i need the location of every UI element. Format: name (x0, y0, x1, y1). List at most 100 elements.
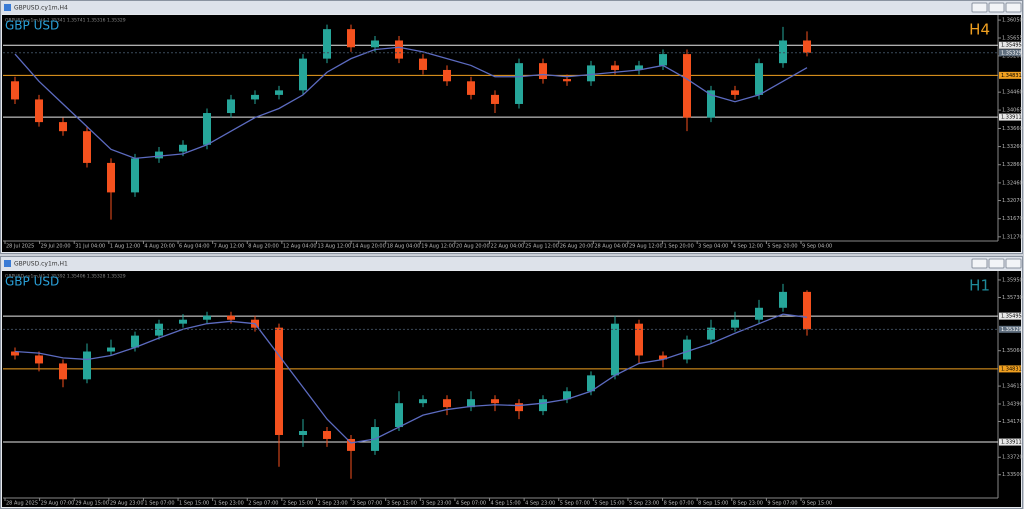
level-label-box (999, 71, 1021, 79)
candle-body (731, 319, 739, 328)
x-tick-label: 4 Sep 07:00 (456, 501, 486, 507)
y-tick-label: 1.31670 (1002, 216, 1023, 222)
level-label-box (999, 365, 1021, 373)
x-tick-label: 1 Sep 07:00 (144, 501, 174, 507)
level-label: 1.35495 (1001, 43, 1022, 49)
window-button[interactable] (988, 258, 1005, 269)
x-tick-label: 28 Jul 2025 (6, 244, 34, 250)
x-tick-label: 29 Aug 07:00 (41, 501, 75, 507)
candle-body (155, 151, 163, 159)
x-tick-label: 25 Aug 12:00 (525, 244, 559, 250)
current-price-box (999, 325, 1021, 333)
symbol-label: GBP USD (5, 19, 59, 33)
y-tick-label: 1.35060 (1002, 348, 1023, 354)
candle-body (779, 291, 787, 308)
y-tick-label: 1.33500 (1002, 472, 1023, 478)
candle-body (683, 339, 691, 360)
candle-body (275, 90, 283, 95)
candle-body (755, 63, 763, 95)
x-tick-label: 5 Sep 20:00 (767, 244, 797, 250)
candle-body (683, 54, 691, 118)
candle-body (467, 81, 475, 95)
y-tick-label: 1.33720 (1002, 455, 1023, 461)
x-tick-label: 1 Sep 23:00 (214, 501, 244, 507)
level-label: 1.34831 (1001, 73, 1022, 79)
candle-body (251, 94, 259, 100)
candle-body (587, 65, 595, 82)
window-button[interactable] (971, 258, 988, 269)
timeframe-label: H1 (969, 277, 990, 295)
candle-body (707, 90, 715, 118)
candle-body (371, 40, 379, 48)
y-tick-label: 1.34390 (1002, 401, 1023, 407)
candle-body (635, 323, 643, 356)
x-tick-label: 9 Sep 04:00 (802, 244, 832, 250)
x-tick-label: 29 Aug 12:00 (629, 244, 663, 250)
x-tick-label: 6 Aug 04:00 (179, 244, 210, 250)
x-tick-label: 5 Sep 23:00 (629, 501, 659, 507)
x-tick-label: 3 Sep 23:00 (421, 501, 451, 507)
chart-info: GBPUSD.cy1m,H4 1.35341 1.35741 1.35316 1… (5, 18, 126, 24)
candle-body (443, 69, 451, 82)
x-tick-label: 29 Aug 23:00 (110, 501, 144, 507)
x-tick-label: 20 Aug 20:00 (456, 244, 490, 250)
title-bar (1, 257, 1022, 270)
candle-body (803, 291, 811, 330)
y-tick-label: 1.34170 (1002, 419, 1023, 425)
candle-body (11, 351, 19, 356)
candle-body (443, 399, 451, 408)
candle-body (227, 315, 235, 320)
x-tick-label: 4 Aug 20:00 (144, 244, 175, 250)
candle-body (59, 122, 67, 132)
candle-body (419, 58, 427, 70)
x-tick-label: 2 Sep 07:00 (248, 501, 278, 507)
y-tick-label: 1.33260 (1002, 144, 1023, 150)
candle-body (467, 399, 475, 408)
candle-body (563, 391, 571, 400)
y-tick-label: 1.34460 (1002, 90, 1023, 96)
level-label-box (999, 312, 1021, 320)
candle-body (35, 355, 43, 364)
x-tick-label: 4 Sep 12:00 (733, 244, 763, 250)
x-tick-label: 28 Aug 04:00 (594, 244, 628, 250)
candle-body (659, 54, 667, 66)
y-tick-label: 1.31270 (1002, 234, 1023, 240)
candle-body (179, 319, 187, 324)
x-tick-label: 4 Sep 23:00 (525, 501, 555, 507)
chart-info: GBPUSD.cy1m,H1 1.35392 1.35406 1.35328 1… (5, 274, 126, 280)
x-tick-label: 9 Sep 15:00 (802, 501, 832, 507)
level-label-box (999, 438, 1021, 446)
x-tick-label: 2 Sep 23:00 (317, 501, 347, 507)
symbol-label: GBP USD (5, 275, 59, 289)
window-button[interactable] (1005, 258, 1022, 269)
level-label: 1.34831 (1001, 366, 1022, 372)
candle-body (755, 307, 763, 320)
candle-body (83, 131, 91, 163)
candle-body (131, 335, 139, 348)
x-tick-label: 8 Sep 15:00 (698, 501, 728, 507)
candle-body (707, 327, 715, 340)
x-tick-label: 4 Sep 15:00 (491, 501, 521, 507)
candle-body (395, 403, 403, 428)
chart-area (2, 15, 1021, 252)
candle-body (515, 63, 523, 104)
candle-body (611, 65, 619, 70)
y-tick-label: 1.34615 (1002, 384, 1023, 390)
level-label: 1.33911 (1001, 115, 1022, 121)
candle-body (59, 363, 67, 380)
window-button[interactable] (1005, 2, 1022, 13)
x-tick-label: 28 Aug 2025 (6, 501, 38, 507)
candle-body (275, 327, 283, 435)
x-tick-label: 1 Sep 15:00 (179, 501, 209, 507)
candle-body (803, 40, 811, 53)
window-button[interactable] (988, 2, 1005, 13)
moving-average (14, 46, 808, 160)
x-tick-label: 8 Sep 07:00 (664, 501, 694, 507)
candle-body (347, 29, 355, 48)
window-button[interactable] (971, 2, 988, 13)
x-tick-label: 9 Sep 07:00 (767, 501, 797, 507)
candle-body (419, 399, 427, 404)
y-tick-label: 1.35730 (1002, 295, 1023, 301)
